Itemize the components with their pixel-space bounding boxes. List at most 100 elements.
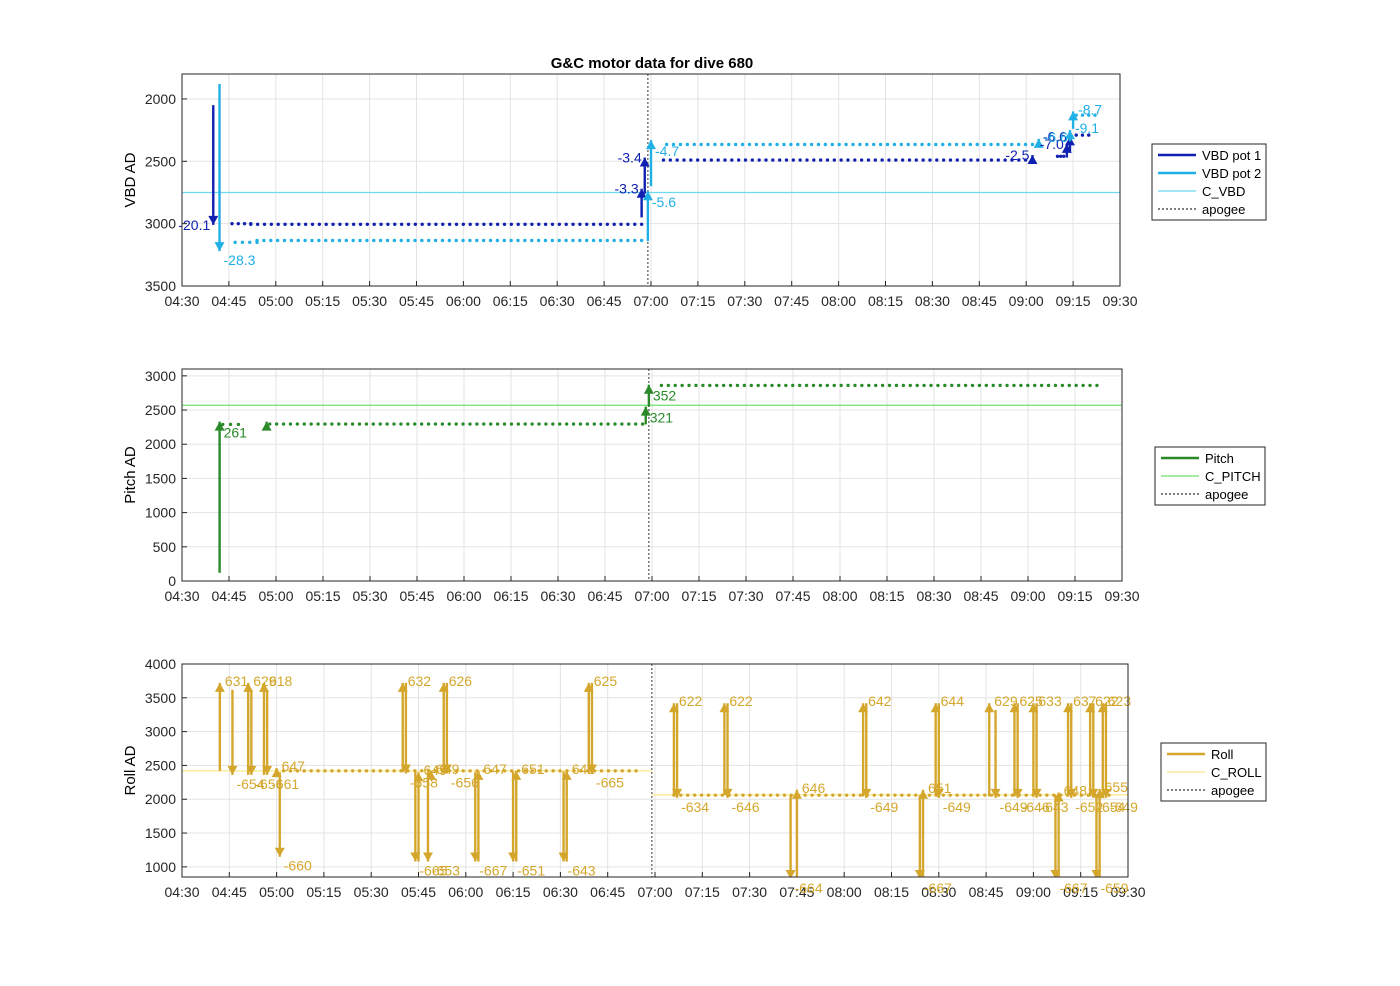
data-point <box>713 142 717 147</box>
move-annotation: 642 <box>868 693 892 709</box>
data-point <box>860 383 864 388</box>
move-annotation: 646 <box>802 780 826 796</box>
data-point <box>989 142 993 147</box>
data-point <box>998 383 1002 388</box>
move-annotation: 651 <box>928 780 952 796</box>
data-point <box>742 383 747 388</box>
motor-move-arrowhead <box>473 770 484 780</box>
y-tick-label: 2500 <box>145 153 176 169</box>
data-point <box>762 793 766 797</box>
data-point <box>702 158 707 162</box>
data-point <box>1012 383 1016 388</box>
x-tick-label: 04:30 <box>164 588 199 604</box>
data-point <box>962 793 966 797</box>
data-point <box>692 142 696 147</box>
data-point <box>468 422 472 426</box>
data-point <box>489 769 493 773</box>
data-point <box>516 238 520 243</box>
data-point <box>585 422 590 426</box>
data-point <box>447 238 452 243</box>
y-tick-label: 1000 <box>145 505 176 521</box>
data-point <box>290 222 294 226</box>
data-point <box>269 222 274 226</box>
data-point <box>461 238 465 243</box>
legend-label: apogee <box>1211 783 1254 798</box>
data-point <box>866 158 871 162</box>
data-point <box>550 238 555 243</box>
data-point <box>687 383 691 388</box>
data-point <box>908 383 912 388</box>
y-tick-label: 3000 <box>145 368 176 384</box>
data-point <box>324 222 328 226</box>
data-point <box>721 383 726 388</box>
data-point <box>805 158 809 162</box>
data-point <box>695 158 700 162</box>
data-point <box>468 222 472 226</box>
data-point <box>317 238 321 243</box>
data-point <box>858 142 862 147</box>
move-annotation: -667 <box>1059 880 1087 896</box>
x-tick-label: 07:30 <box>732 884 767 900</box>
plot-frame <box>181 663 1129 878</box>
data-point <box>269 238 273 243</box>
data-point <box>230 221 234 226</box>
data-point <box>831 793 835 797</box>
data-point <box>330 238 335 243</box>
data-point <box>996 793 1001 797</box>
data-point <box>606 422 610 426</box>
data-point <box>282 238 287 243</box>
data-point <box>741 793 745 797</box>
data-point <box>709 158 714 162</box>
x-tick-label: 05:45 <box>399 588 434 604</box>
data-point <box>1062 154 1066 159</box>
move-annotation: 622 <box>679 693 703 709</box>
data-point <box>364 422 369 426</box>
data-point <box>310 238 314 243</box>
data-point <box>350 422 355 426</box>
data-point <box>620 769 624 773</box>
data-point <box>613 769 618 773</box>
data-point <box>948 158 953 162</box>
data-point <box>982 142 986 147</box>
x-tick-label: 08:15 <box>874 884 909 900</box>
data-point <box>564 238 568 243</box>
data-point <box>989 793 994 797</box>
data-point <box>324 238 328 243</box>
data-point <box>330 769 334 773</box>
motor-move-arrowhead <box>1064 130 1075 140</box>
data-point <box>475 422 479 426</box>
move-annotation: 618 <box>269 673 293 689</box>
data-point <box>337 769 341 773</box>
y-axis-label: VBD AD <box>122 152 139 207</box>
figure-title: G&C motor data for dive 680 <box>551 55 754 72</box>
data-point <box>440 238 445 243</box>
motor-move-arrowhead <box>1068 111 1079 121</box>
move-annotation: -3.3 <box>614 181 638 197</box>
data-point <box>236 221 240 226</box>
data-point <box>530 222 534 226</box>
y-tick-label: 1000 <box>145 859 176 875</box>
data-point <box>929 383 933 388</box>
data-point <box>839 383 843 388</box>
data-point <box>639 222 644 226</box>
x-tick-label: 09:00 <box>1010 588 1045 604</box>
data-point <box>913 142 917 147</box>
data-point <box>633 422 638 426</box>
data-point <box>748 793 752 797</box>
data-point <box>371 769 376 773</box>
data-point <box>358 238 362 243</box>
motor-move-arrowhead <box>208 215 219 225</box>
data-point <box>578 422 583 426</box>
data-point <box>571 222 575 226</box>
legend-label: VBD pot 2 <box>1202 166 1261 181</box>
data-point <box>544 769 548 773</box>
x-tick-label: 05:45 <box>399 293 434 309</box>
data-point <box>701 383 705 388</box>
data-point <box>844 142 848 147</box>
data-point <box>296 238 300 243</box>
move-annotation: -654 <box>236 776 264 792</box>
move-annotation: -649 <box>943 799 971 815</box>
data-point <box>727 142 731 147</box>
move-annotation: 651 <box>521 761 545 777</box>
legend-label: Roll <box>1211 747 1234 762</box>
